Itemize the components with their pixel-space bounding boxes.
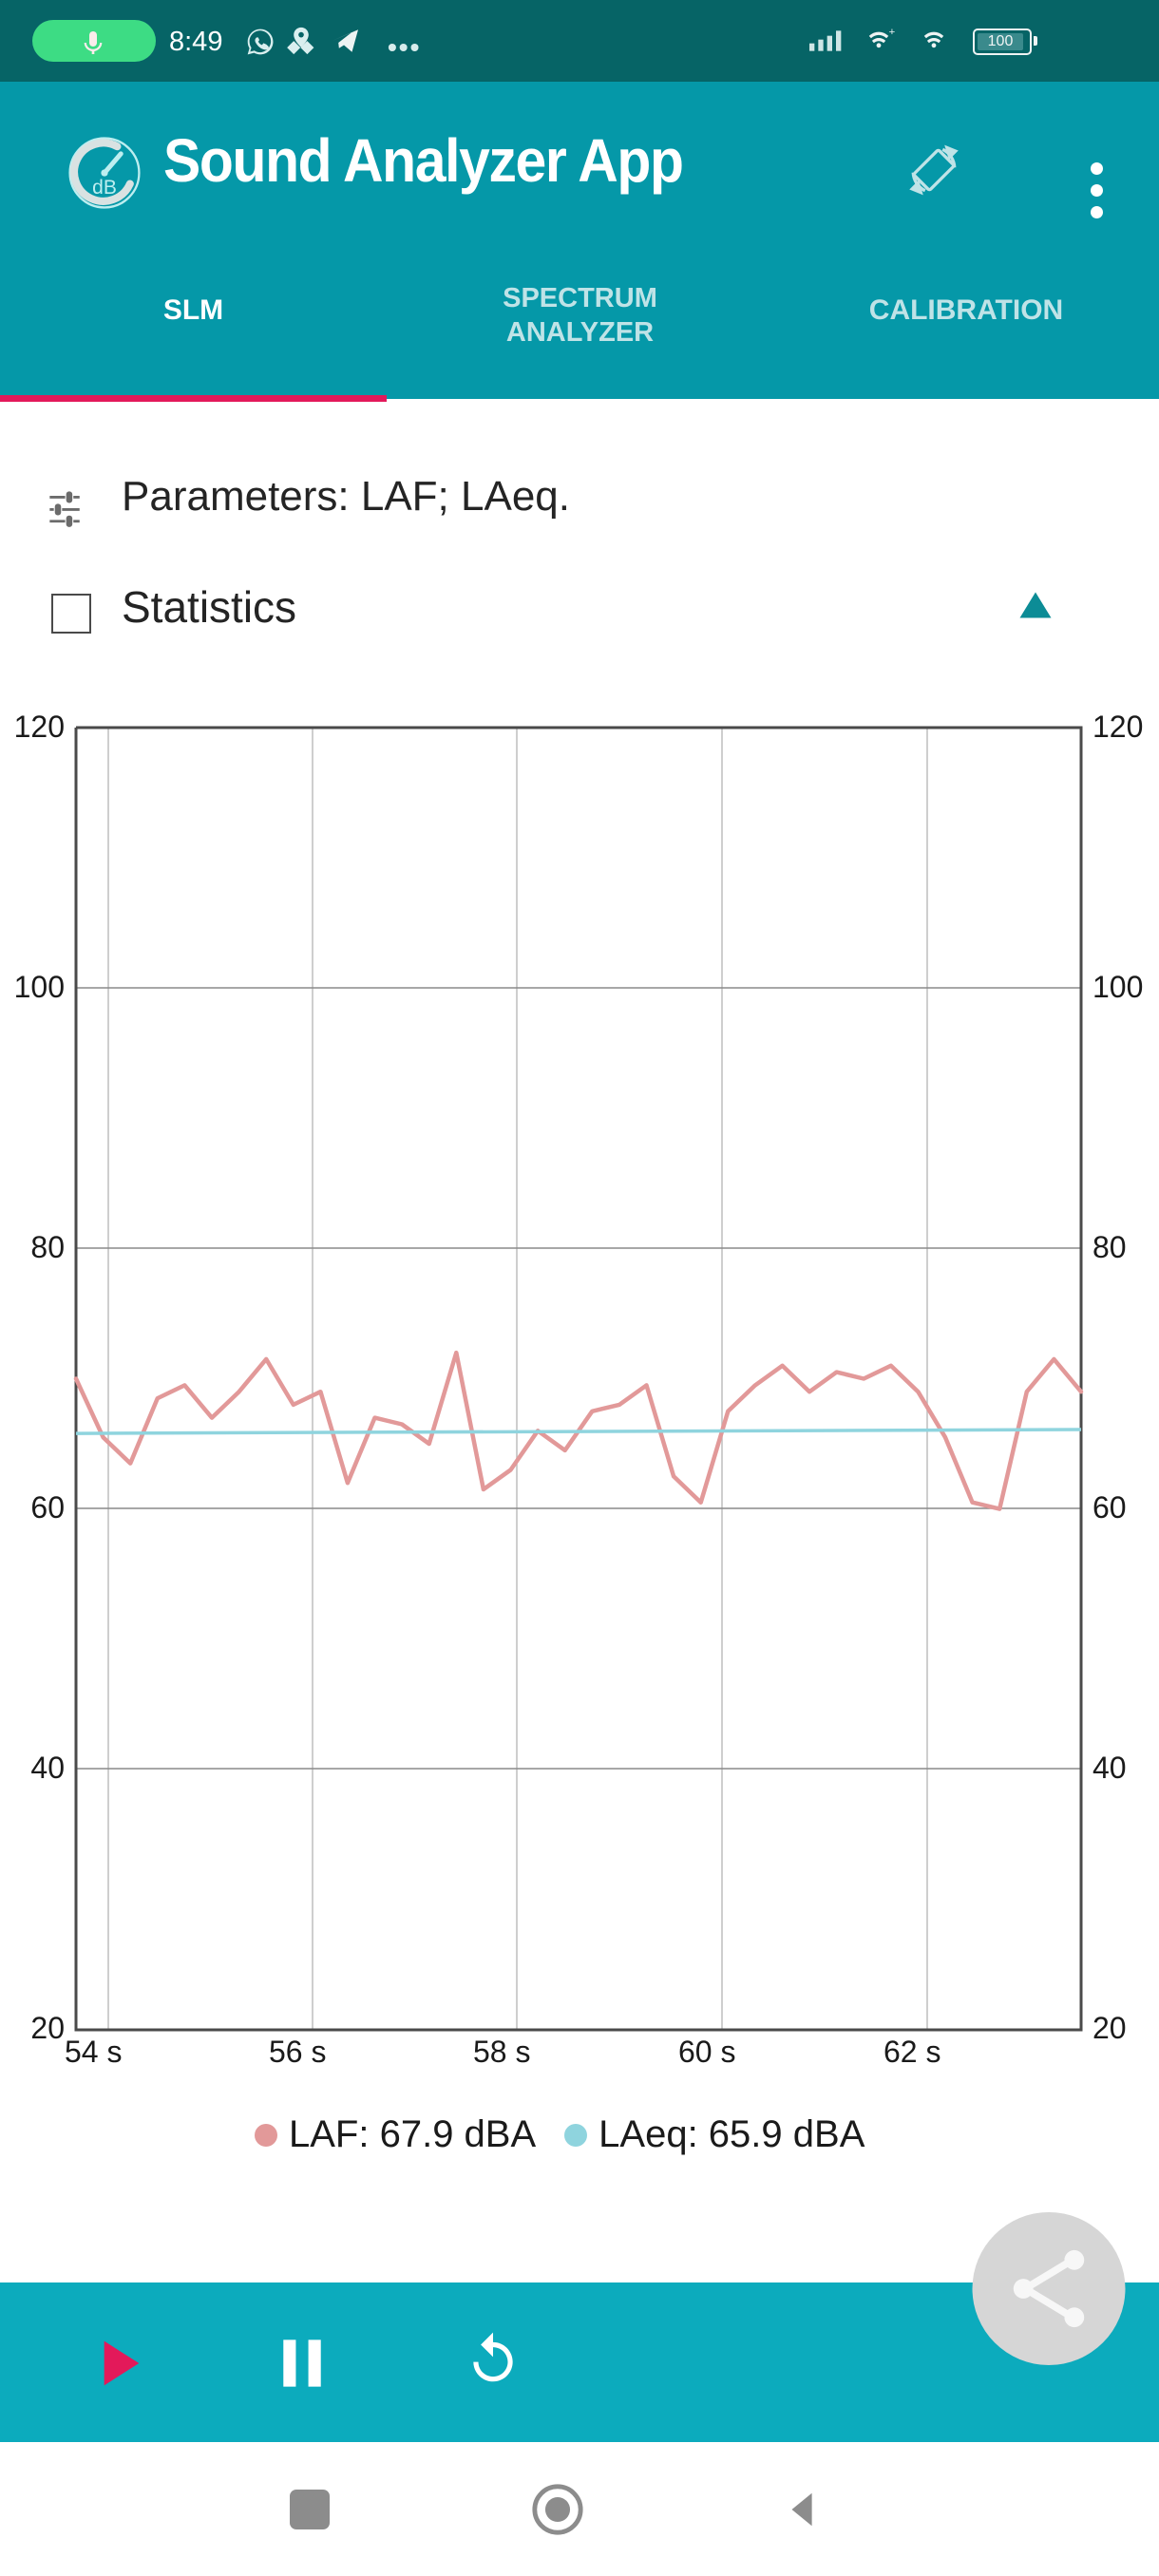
svg-text:60: 60: [1092, 1490, 1127, 1525]
svg-text:80: 80: [1092, 1230, 1127, 1264]
svg-text:120: 120: [1092, 710, 1143, 744]
svg-text:20: 20: [30, 2011, 65, 2045]
svg-text:80: 80: [30, 1230, 65, 1264]
svg-text:20: 20: [1092, 2011, 1127, 2045]
svg-text:dB: dB: [92, 177, 117, 199]
svg-text:60: 60: [30, 1490, 65, 1525]
svg-text:+: +: [889, 27, 895, 38]
svg-text:100: 100: [14, 970, 65, 1004]
svg-text:40: 40: [1092, 1751, 1127, 1785]
svg-text:100: 100: [1092, 970, 1143, 1004]
svg-text:40: 40: [30, 1751, 65, 1785]
svg-text:120: 120: [14, 710, 65, 744]
